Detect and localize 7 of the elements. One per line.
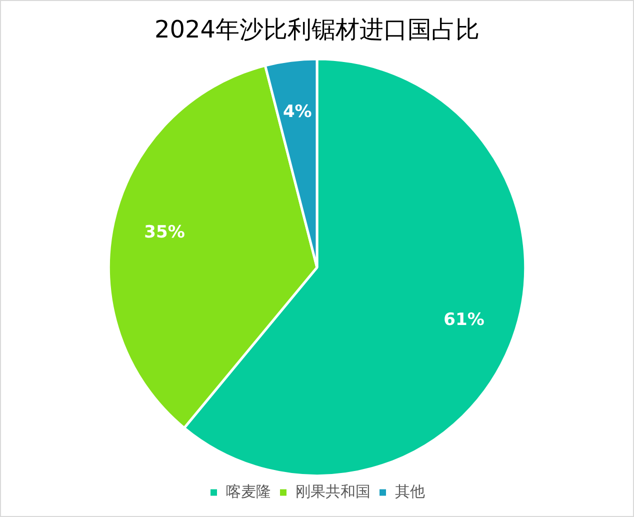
data-label: 61%	[444, 310, 484, 330]
chart-title: 2024年沙比利锯材进口国占比	[154, 16, 480, 44]
legend-label: 其他	[394, 482, 425, 500]
legend-label: 刚果共和国	[295, 482, 370, 500]
data-label: 4%	[282, 102, 312, 122]
data-label: 35%	[144, 222, 185, 243]
legend-label: 喀麦隆	[226, 482, 271, 500]
